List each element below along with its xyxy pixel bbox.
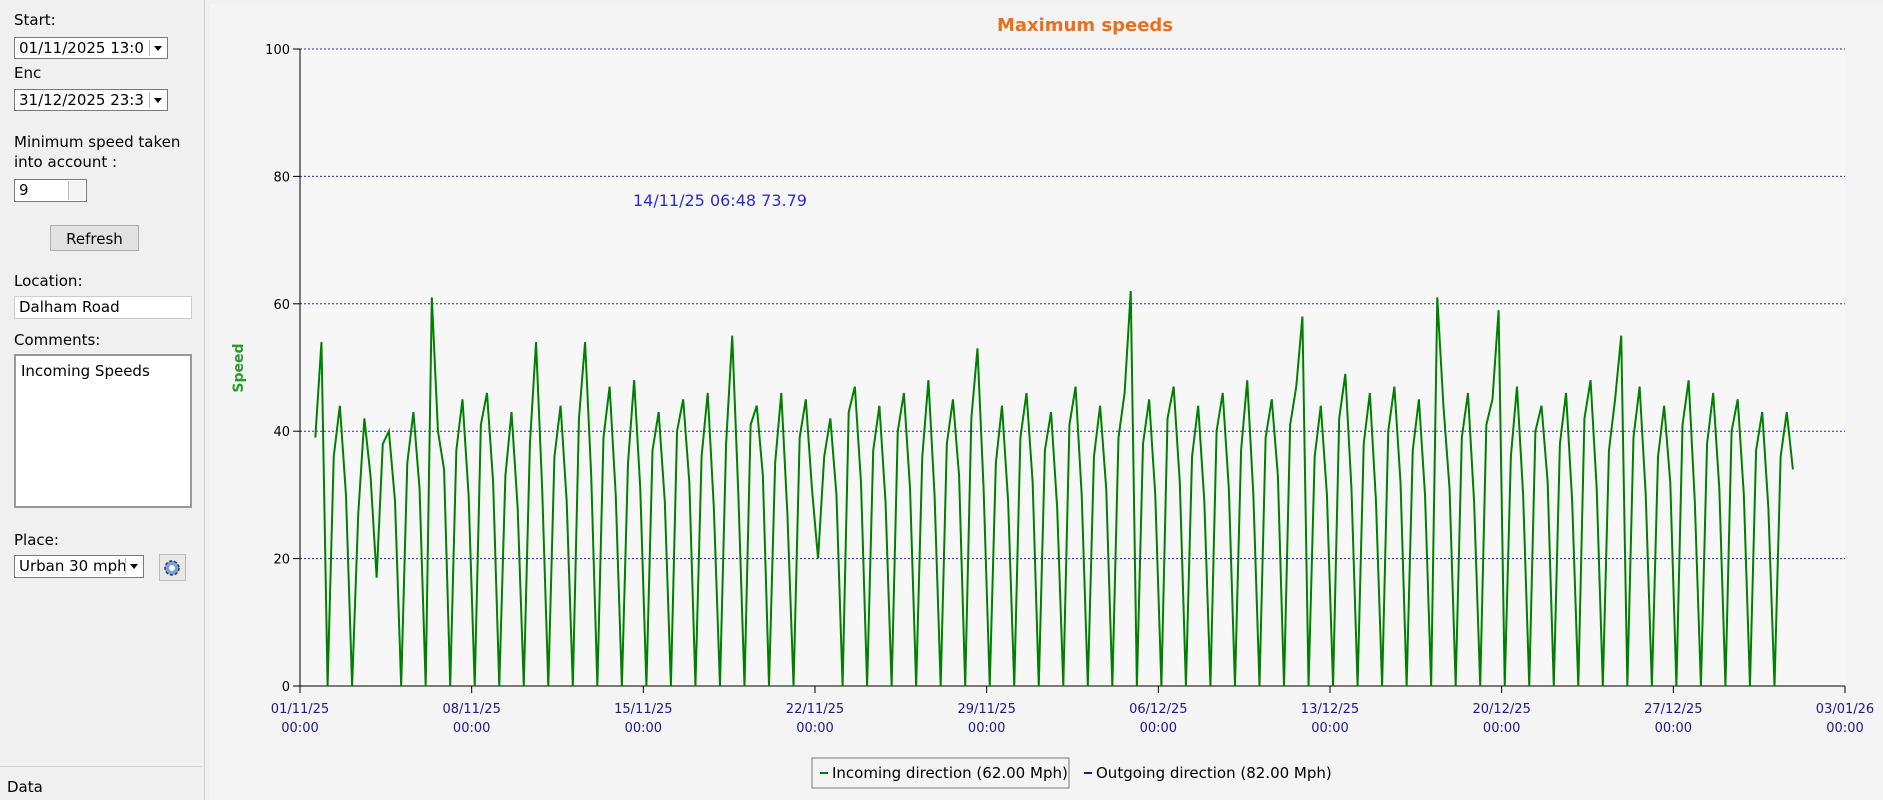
y-tick-label: 0 [282,680,290,695]
min-speed-spinner[interactable]: 9 [14,179,87,202]
location-field[interactable]: Dalham Road [14,296,192,319]
y-tick-label: 60 [273,298,290,313]
legend-label: Outgoing direction (82.00 Mph) [1096,764,1332,782]
x-tick-label: 22/11/25 00:00 [785,702,845,736]
min-speed-value: 9 [19,181,29,199]
x-tick-label: 08/11/25 00:00 [442,702,501,736]
place-value: Urban 30 mph [19,557,127,575]
x-tick-label: 29/11/25 00:00 [957,702,1016,736]
status-label: Data [7,778,43,796]
refresh-button[interactable]: Refresh [50,225,139,251]
y-tick-label: 20 [273,553,290,568]
series-line [314,290,1794,687]
x-tick-label: 20/12/25 00:00 [1472,702,1531,736]
legend-label: Incoming direction (62.00 Mph) [832,764,1068,782]
start-label: Start: [14,11,56,29]
end-label: Enc [14,64,42,82]
y-axis-label: Speed [231,343,247,392]
chart-title: Maximum speeds [997,15,1173,36]
x-tick-label: 03/01/26 00:00 [1815,702,1875,736]
x-tick-label: 13/12/25 00:00 [1300,702,1360,736]
x-tick-label: 01/11/25 00:00 [270,702,330,736]
comments-label: Comments: [14,331,101,349]
annotation: 14/11/25 06:48 73.79 [633,191,807,210]
place-select[interactable]: Urban 30 mph [14,555,144,578]
settings-button[interactable] [159,554,186,581]
side-panel: Start: 01/11/2025 13:0 Enc 31/12/2025 23… [0,0,205,800]
y-tick-label: 40 [273,425,290,440]
start-picker[interactable]: 01/11/2025 13:0 [14,37,168,59]
x-tick-label: 15/11/25 00:00 [614,702,673,736]
comments-field[interactable]: Incoming Speeds [14,354,192,508]
plot-area [300,49,1845,686]
status-separator [0,766,202,767]
legend-highlight [811,757,1070,789]
start-value: 01/11/2025 13:0 [19,39,144,57]
end-value: 31/12/2025 23:3 [19,91,144,109]
min-speed-label: Minimum speed taken into account : [14,133,181,171]
end-picker[interactable]: 31/12/2025 23:3 [14,89,168,111]
place-label: Place: [14,531,59,549]
x-tick-label: 06/12/25 00:00 [1129,702,1188,736]
gear-icon [164,560,180,576]
y-tick-label: 100 [265,43,290,58]
location-label: Location: [14,272,83,290]
x-tick-label: 27/12/25 00:00 [1644,702,1703,736]
y-tick-label: 80 [273,170,290,185]
